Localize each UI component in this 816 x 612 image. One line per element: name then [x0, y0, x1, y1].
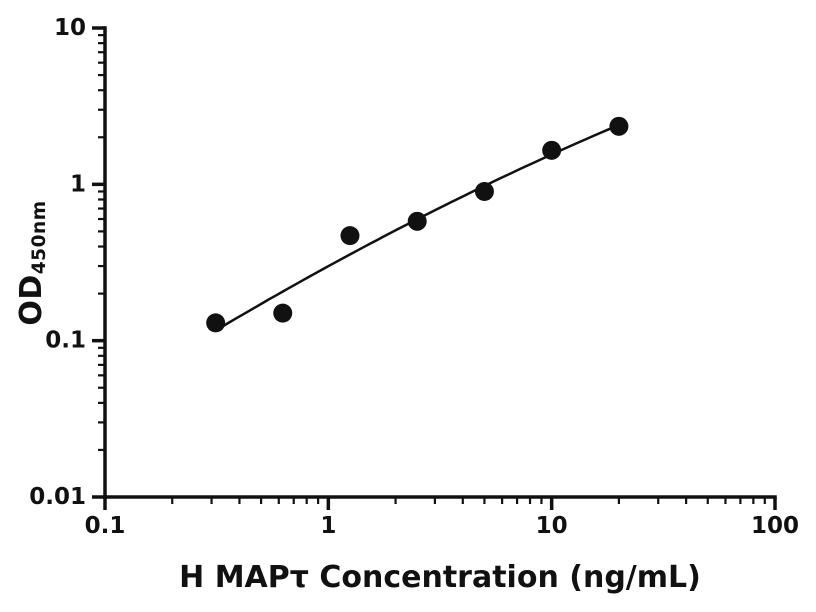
y-axis-label-sub: 450nm: [29, 200, 51, 275]
data-point: [474, 181, 494, 201]
data-point: [609, 116, 629, 136]
data-point: [407, 211, 427, 231]
y-tick-label: 10: [54, 15, 86, 41]
data-point: [273, 303, 293, 323]
y-axis-label-main: OD: [13, 274, 49, 326]
data-point: [340, 226, 360, 246]
data-point: [542, 140, 562, 160]
y-axis-label: OD450nm: [14, 200, 50, 325]
x-tick-label: 0.1: [85, 513, 126, 539]
x-tick-label: 100: [751, 513, 799, 539]
x-tick-label: 10: [536, 513, 568, 539]
y-tick-label: 0.01: [29, 484, 86, 510]
x-axis-label: H MAPτ Concentration (ng/mL): [179, 560, 701, 595]
y-tick-label: 1: [70, 171, 86, 197]
x-tick-label: 1: [320, 513, 336, 539]
data-point: [206, 313, 226, 333]
y-tick-label: 0.1: [45, 328, 86, 354]
